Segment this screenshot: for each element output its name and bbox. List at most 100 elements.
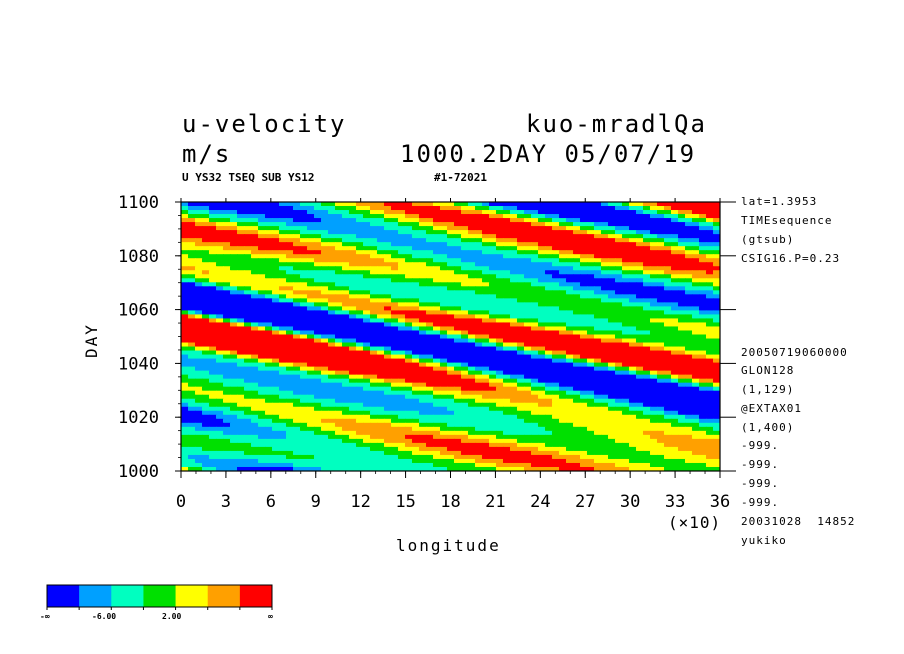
heatmap-cell	[489, 374, 497, 380]
heatmap-cell	[545, 350, 553, 356]
heatmap-cell	[272, 450, 280, 456]
heatmap-cell	[503, 290, 511, 295]
heatmap-cell	[321, 262, 329, 267]
heatmap-cell	[356, 374, 364, 380]
heatmap-cell	[636, 258, 644, 263]
heatmap-cell	[237, 218, 245, 223]
heatmap-cell	[517, 354, 525, 360]
heatmap-cell	[475, 414, 483, 420]
heatmap-cell	[671, 274, 679, 279]
heatmap-cell	[398, 290, 406, 295]
heatmap-cell	[300, 386, 308, 392]
heatmap-cell	[545, 354, 553, 360]
heatmap-cell	[349, 258, 357, 263]
heatmap-cell	[384, 382, 392, 388]
heatmap-cell	[293, 306, 301, 311]
heatmap-cell	[475, 442, 483, 448]
heatmap-cell	[251, 402, 259, 408]
heatmap-cell	[272, 270, 280, 275]
heatmap-cell	[580, 202, 588, 207]
heatmap-cell	[468, 414, 476, 420]
heatmap-cell	[608, 370, 616, 376]
heatmap-cell	[517, 402, 525, 408]
heatmap-cell	[265, 430, 273, 436]
heatmap-cell	[461, 310, 469, 316]
heatmap-cell	[377, 410, 385, 416]
heatmap-cell	[328, 422, 336, 428]
heatmap-cell	[461, 366, 469, 372]
heatmap-cell	[419, 398, 427, 404]
heatmap-cell	[566, 246, 574, 251]
heatmap-cell	[293, 222, 301, 227]
heatmap-cell	[629, 418, 637, 424]
heatmap-cell	[412, 290, 420, 295]
heatmap-cell	[615, 274, 623, 279]
heatmap-cell	[188, 422, 196, 428]
heatmap-cell	[482, 298, 490, 303]
heatmap-cell	[475, 326, 483, 332]
heatmap-cell	[328, 386, 336, 392]
heatmap-cell	[650, 342, 658, 348]
heatmap-cell	[195, 422, 203, 428]
heatmap-cell	[237, 366, 245, 372]
heatmap-cell	[181, 298, 189, 303]
heatmap-cell	[195, 394, 203, 400]
heatmap-cell	[279, 250, 287, 255]
heatmap-cell	[531, 418, 539, 424]
heatmap-cell	[566, 318, 574, 324]
heatmap-cell	[622, 454, 630, 460]
heatmap-cell	[573, 422, 581, 428]
heatmap-cell	[426, 362, 434, 368]
heatmap-cell	[216, 358, 224, 364]
heatmap-cell	[188, 270, 196, 275]
heatmap-cell	[489, 342, 497, 348]
heatmap-cell	[216, 410, 224, 416]
heatmap-cell	[251, 342, 259, 348]
heatmap-cell	[678, 218, 686, 223]
heatmap-cell	[580, 402, 588, 408]
heatmap-cell	[216, 362, 224, 368]
heatmap-cell	[272, 406, 280, 412]
heatmap-cell	[195, 302, 203, 307]
heatmap-cell	[328, 214, 336, 219]
heatmap-cell	[209, 450, 217, 456]
heatmap-cell	[517, 298, 525, 303]
heatmap-cell	[636, 222, 644, 227]
heatmap-cell	[398, 414, 406, 420]
heatmap-cell	[202, 250, 210, 255]
heatmap-cell	[272, 430, 280, 436]
heatmap-cell	[202, 418, 210, 424]
heatmap-cell	[398, 342, 406, 348]
heatmap-cell	[286, 350, 294, 356]
heatmap-cell	[209, 298, 217, 303]
heatmap-cell	[510, 382, 518, 388]
heatmap-cell	[524, 458, 532, 464]
heatmap-cell	[524, 306, 532, 311]
heatmap-cell	[650, 210, 658, 215]
heatmap-cell	[335, 426, 343, 432]
heatmap-cell	[258, 254, 266, 259]
heatmap-cell	[314, 338, 322, 344]
heatmap-cell	[559, 290, 567, 295]
heatmap-cell	[503, 430, 511, 436]
heatmap-cell	[650, 206, 658, 211]
heatmap-cell	[216, 450, 224, 456]
heatmap-cell	[510, 442, 518, 448]
heatmap-cell	[419, 278, 427, 283]
heatmap-cell	[202, 290, 210, 295]
heatmap-cell	[601, 358, 609, 364]
heatmap-cell	[692, 258, 700, 263]
heatmap-cell	[237, 234, 245, 239]
heatmap-cell	[209, 274, 217, 279]
heatmap-cell	[202, 266, 210, 271]
heatmap-cell	[209, 222, 217, 227]
heatmap-cell	[265, 366, 273, 372]
heatmap-cell	[384, 278, 392, 283]
heatmap-cell	[251, 366, 259, 372]
heatmap-cell	[293, 350, 301, 356]
heatmap-cell	[258, 322, 266, 328]
heatmap-cell	[594, 394, 602, 400]
heatmap-cell	[454, 270, 462, 275]
heatmap-cell	[209, 386, 217, 392]
heatmap-cell	[356, 390, 364, 396]
